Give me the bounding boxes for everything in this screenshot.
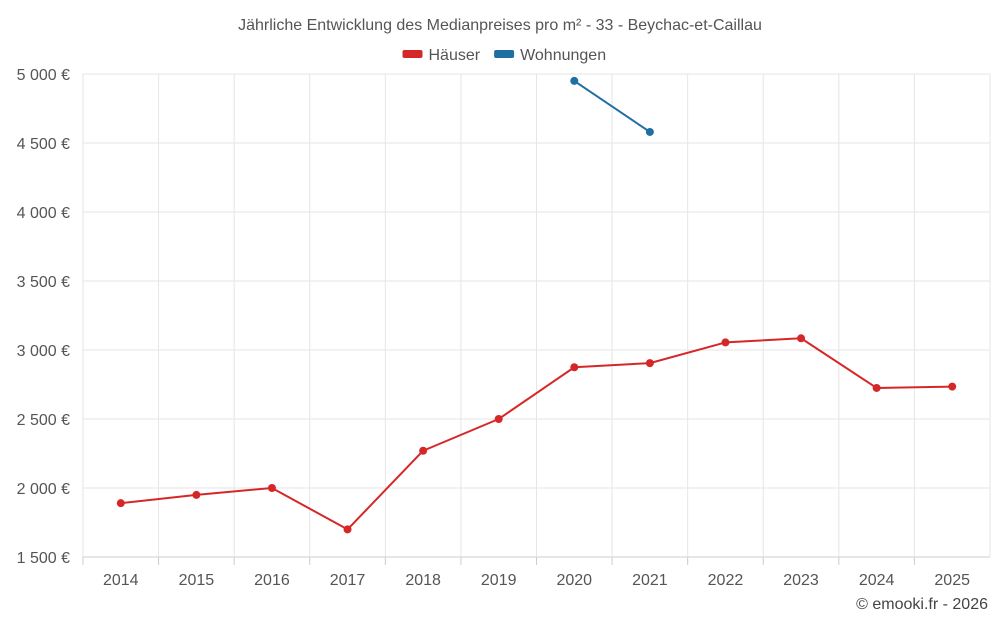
y-tick-label: 3 500 €: [17, 274, 70, 291]
y-tick-label: 2 500 €: [17, 412, 70, 429]
data-point[interactable]: [116, 499, 125, 508]
data-point[interactable]: [872, 383, 881, 392]
y-axis: 1 500 € 2 000 € 2 500 € 3 000 € 3 500 € 4 000…: [17, 67, 70, 567]
series-häuser: [116, 334, 957, 534]
series-line: [573, 80, 651, 133]
grid: [82, 73, 991, 558]
data-point[interactable]: [721, 338, 730, 347]
x-axis: 2014 2015 2016 2017 2018 2019 2020 2021 2022 2023…: [82, 557, 970, 589]
data-point[interactable]: [267, 484, 276, 492]
data-point[interactable]: [948, 382, 957, 391]
chart-title: Jährliche Entwicklung des Medianpreises …: [238, 17, 762, 34]
x-tick-label: 2019: [481, 572, 517, 589]
data-point[interactable]: [645, 359, 654, 368]
data-point[interactable]: [570, 363, 579, 372]
x-tick-label: 2017: [330, 572, 366, 589]
series-line: [120, 337, 953, 531]
data-point[interactable]: [797, 334, 806, 343]
data-point[interactable]: [192, 490, 201, 499]
x-tick-label: 2016: [254, 572, 290, 589]
y-tick-label: 2 000 €: [17, 481, 70, 498]
y-tick-label: 4 500 €: [17, 136, 70, 153]
x-tick-label: 2015: [179, 572, 215, 589]
x-tick-label: 2014: [103, 572, 139, 589]
data-point[interactable]: [645, 127, 654, 136]
series-group: [116, 76, 957, 534]
x-tick-label: 2018: [405, 572, 441, 589]
data-point[interactable]: [570, 76, 579, 85]
data-point[interactable]: [419, 446, 428, 455]
y-tick-label: 3 000 €: [17, 343, 70, 360]
y-tick-label: 1 500 €: [17, 550, 70, 567]
x-tick-label: 2022: [708, 572, 744, 589]
y-tick-label: 4 000 €: [17, 205, 70, 222]
data-point[interactable]: [343, 525, 352, 534]
legend-label: Wohnungen: [520, 47, 606, 64]
y-tick-label: 5 000 €: [17, 67, 70, 84]
x-tick-label: 2020: [556, 572, 592, 589]
x-tick-label: 2021: [632, 572, 668, 589]
data-point[interactable]: [494, 415, 503, 423]
series-wohnungen: [570, 76, 654, 136]
legend-item-häuser[interactable]: Häuser: [402, 47, 481, 64]
credit-text: © emooki.fr - 2026: [856, 596, 988, 613]
x-tick-label: 2025: [934, 572, 970, 589]
legend: Häuser Wohnungen: [402, 47, 606, 64]
legend-swatch: [402, 50, 423, 58]
legend-swatch: [494, 50, 515, 58]
legend-label: Häuser: [429, 47, 481, 64]
x-tick-label: 2024: [859, 572, 895, 589]
legend-item-wohnungen[interactable]: Wohnungen: [494, 47, 606, 64]
x-tick-label: 2023: [783, 572, 819, 589]
